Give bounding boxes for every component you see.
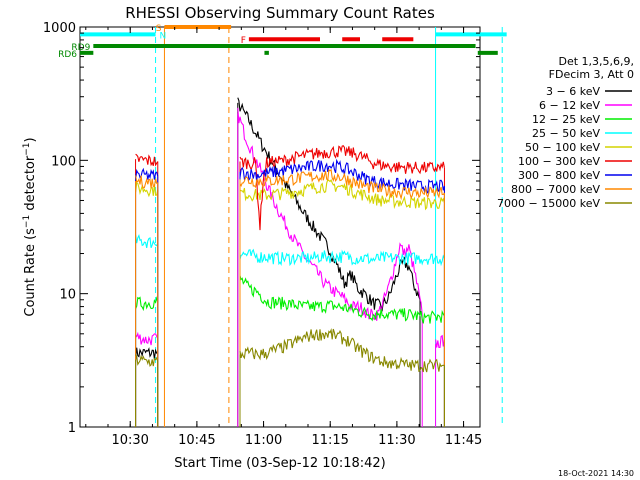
- series-6-segment-1: [239, 158, 445, 194]
- y-tick-label-0: 1: [68, 421, 76, 436]
- axes-layer: 10:30 10:45 11:00 11:15 11:30 11:45 1 10 100 1000: [43, 21, 482, 448]
- series-6-segment-0: [135, 167, 159, 181]
- series-8-segment-0: [135, 354, 159, 367]
- y-axis-label-sup2: −1: [22, 142, 32, 155]
- series-2-segment-0: [135, 296, 159, 312]
- series-7-segment-0: [135, 175, 159, 189]
- status-label-rd6: RD6: [58, 50, 77, 60]
- legend-label-1: 6 − 12 keV: [539, 99, 600, 112]
- series-1-segment-2: [435, 334, 445, 349]
- status-label-s: S: [156, 24, 162, 34]
- legend-label-3: 25 − 50 keV: [532, 127, 600, 140]
- timestamp: 18-Oct-2021 14:30: [558, 469, 634, 478]
- x-axis-label: Start Time (03-Sep-12 10:18:42): [174, 456, 385, 471]
- plot-frame: [79, 26, 481, 428]
- legend-label-0: 3 − 6 keV: [546, 85, 600, 98]
- legend-label-2: 12 − 25 keV: [532, 113, 600, 126]
- y-axis-label-end: ): [23, 137, 38, 142]
- series-7-segment-1: [239, 168, 445, 201]
- series-4-segment-0: [135, 181, 159, 198]
- series-0-segment-0: [135, 347, 158, 360]
- y-axis-label-sup: −1: [22, 215, 32, 228]
- series-4-segment-1: [239, 178, 445, 211]
- y-tick-label-2: 100: [51, 154, 76, 169]
- series-5-segment-0: [135, 153, 159, 167]
- x-tick-label-1: 10:45: [178, 433, 215, 448]
- x-tick-label-3: 11:15: [311, 433, 348, 448]
- legend-label-6: 300 − 800 keV: [518, 169, 600, 182]
- y-axis-label-mid: detector: [23, 155, 38, 215]
- status-label-n: N: [160, 31, 167, 41]
- x-tick-label-0: 10:30: [111, 433, 148, 448]
- series-1-segment-0: [135, 331, 159, 346]
- legend-header-1: FDecim 3, Att 0: [549, 68, 634, 81]
- y-axis-label-main: Count Rate (s: [23, 228, 38, 317]
- legend-header-0: Det 1,3,5,6,9,: [558, 55, 634, 68]
- legend-label-4: 50 − 100 keV: [525, 141, 600, 154]
- series-2-segment-1: [239, 275, 445, 324]
- series-3-segment-0: [135, 234, 159, 249]
- data-layer: [135, 27, 503, 427]
- chart-title: RHESSI Observing Summary Count Rates: [125, 4, 435, 22]
- y-tick-label-3: 1000: [43, 21, 76, 36]
- y-axis-label: Count Rate (s−1 detector−1): [22, 137, 38, 316]
- x-tick-label-4: 11:30: [378, 433, 415, 448]
- series-8-segment-1: [239, 328, 445, 373]
- legend-label-5: 100 − 300 keV: [518, 155, 600, 168]
- series-1-segment-1: [237, 107, 423, 321]
- series-3-segment-1: [239, 248, 445, 267]
- x-tick-label-5: 11:45: [445, 433, 482, 448]
- legend-label-7: 800 − 7000 keV: [511, 183, 600, 196]
- legend: Det 1,3,5,6,9,FDecim 3, Att 0 3 − 6 keV6 …: [497, 55, 634, 210]
- series-0-segment-1: [237, 97, 421, 312]
- y-tick-label-1: 10: [59, 288, 76, 303]
- x-tick-label-2: 11:00: [245, 433, 282, 448]
- status-label-f: F: [241, 36, 246, 46]
- legend-label-8: 7000 − 15000 keV: [497, 197, 600, 210]
